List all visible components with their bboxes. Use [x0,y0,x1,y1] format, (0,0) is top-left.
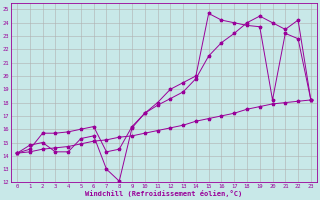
X-axis label: Windchill (Refroidissement éolien,°C): Windchill (Refroidissement éolien,°C) [85,190,243,197]
